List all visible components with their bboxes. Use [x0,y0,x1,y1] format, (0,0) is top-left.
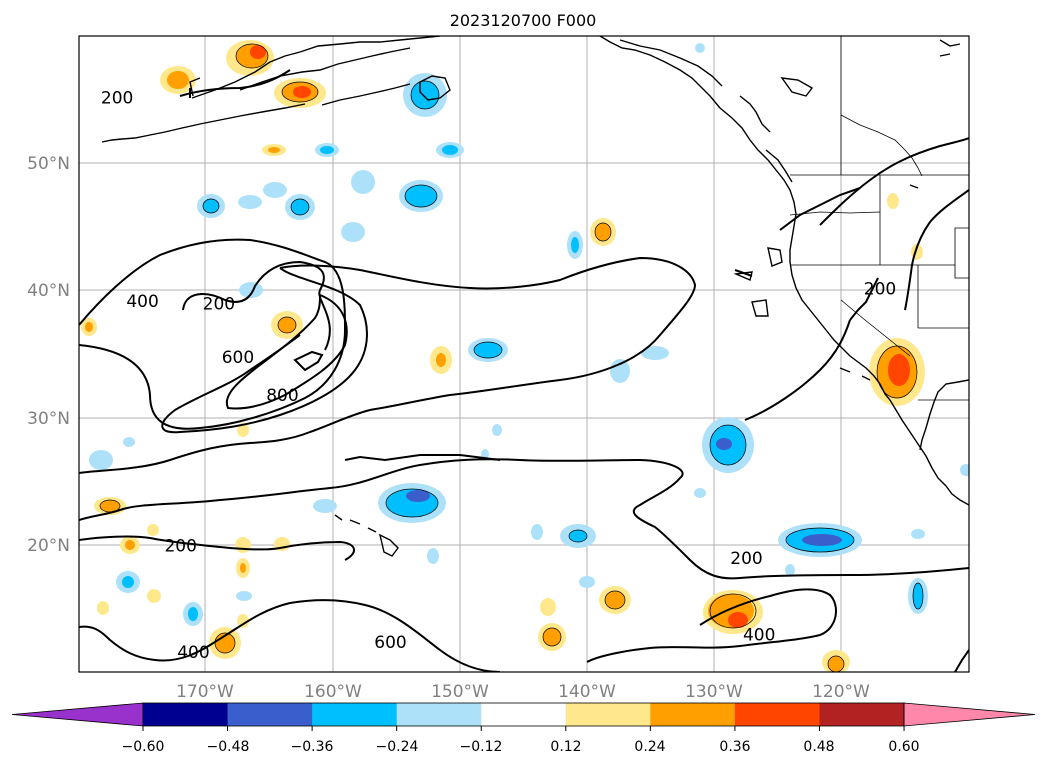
contour-label: 200 [864,279,896,299]
lat-label: 20°N [27,536,70,556]
colorbar-tick-label: 0.48 [803,739,834,755]
anomaly-outlines [99,43,924,672]
borders [789,36,969,401]
lat-label: 40°N [27,281,70,301]
contour-labels: 200 400 200 600 800 200 200 200 400 600 400 [101,89,896,664]
contour-label: 400 [743,625,775,645]
colorbar-tick-label: 0.36 [719,739,750,755]
contour-label: 400 [126,292,158,312]
contour-label: 600 [374,633,406,653]
lat-label: 50°N [27,154,70,174]
contour-label: 800 [266,386,298,406]
longitude-labels: 170°W 160°W 150°W 140°W 130°W 120°W [176,682,870,702]
lon-label: 150°W [431,682,489,702]
figure-title: 2023120700 F000 [450,11,597,30]
colorbar-tick-label: −0.48 [207,739,250,755]
lon-label: 120°W [812,682,870,702]
contour-label: 600 [222,348,254,368]
map-frame [78,35,970,673]
contour-lines [79,69,969,672]
coastlines [101,36,969,557]
colorbar-frame [142,702,905,727]
colorbar-tick-label: 0.60 [888,739,919,755]
map-background [79,36,969,672]
colorbar-tick-label: −0.60 [122,739,165,755]
colorbar-tick-label: 0.12 [550,739,581,755]
contour-label: 400 [177,643,209,663]
colorbar-tick-label: 0.24 [634,739,665,755]
colorbar-segment [481,703,567,726]
latitude-labels: 50°N 40°N 30°N 20°N [27,154,70,556]
contour-label: 200 [101,89,133,109]
contour-label: 200 [164,536,196,556]
colorbar-extend-low [11,702,144,727]
colorbar-tick-label: −0.12 [460,739,503,755]
contour-label: 200 [730,549,762,569]
colorbar-segment [396,703,482,726]
colorbar-segment [734,703,820,726]
colorbar-segment [143,703,229,726]
colorbar-extend-high [903,702,1036,727]
colorbar-segment [565,703,651,726]
lon-label: 130°W [685,682,743,702]
lat-label: 30°N [27,409,70,429]
lon-label: 170°W [176,682,234,702]
colorbar-segment [227,703,313,726]
colorbar-segment [650,703,736,726]
contour-label: 200 [203,295,235,315]
colorbar-tick-labels: −0.60 −0.48 −0.36 −0.24 −0.12 0.12 0.24 … [122,739,920,755]
lon-label: 160°W [304,682,362,702]
colorbar-segment [312,703,398,726]
colorbar-tick-label: −0.36 [291,739,334,755]
colorbar [11,702,1036,731]
colorbar-segment [819,703,905,726]
lon-label: 140°W [558,682,616,702]
colorbar-tick-label: −0.24 [376,739,419,755]
